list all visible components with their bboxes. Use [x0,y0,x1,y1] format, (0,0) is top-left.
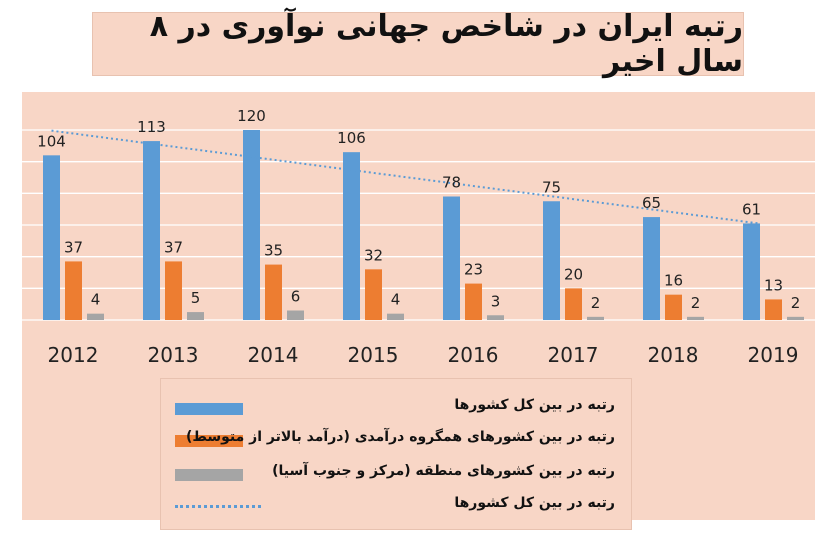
label-income-group: 23 [464,261,483,279]
x-axis: 2012 2013 2014 2015 2016 2017 2018 2019 [48,343,799,367]
bar-income-group [365,269,382,320]
x-tick-label: 2012 [48,343,99,367]
label-region: 4 [391,291,401,309]
bar-region [287,310,304,320]
legend-swatch-gray [175,469,243,481]
bar-total [643,217,660,320]
label-total: 75 [542,178,561,196]
data-labels: 1043741133751203561063247823375202651626… [37,107,800,312]
label-income-group: 37 [164,238,183,256]
label-income-group: 32 [364,246,383,264]
x-tick-label: 2013 [148,343,199,367]
bar-income-group [165,261,182,320]
label-total: 120 [237,107,266,125]
trendline [51,129,760,225]
legend-swatch-blue [175,403,243,415]
label-total: 104 [37,132,66,150]
chart-title: رتبه ایران در شاخص جهانی نوآوری در ۸ سال… [149,9,743,79]
bar-region [387,313,404,320]
legend-item-region: رتبه در بین کشورهای منطقه (مرکز و جنوب آ… [161,461,631,485]
legend-label-income-group: رتبه در بین کشورهای همگروه درآمدی (درآمد… [185,429,615,445]
label-income-group: 35 [264,242,283,260]
bar-total [143,141,160,320]
bar-income-group [65,261,82,320]
bar-income-group [565,288,582,320]
bar-income-group [665,294,682,320]
title-box: رتبه ایران در شاخص جهانی نوآوری در ۸ سال… [92,9,744,79]
x-tick-label: 2016 [448,343,499,367]
bar-total [443,196,460,320]
bar-total [243,130,260,320]
label-income-group: 16 [664,272,683,290]
bar-income-group [265,264,282,320]
x-tick-label: 2019 [748,343,799,367]
bar-region [687,316,704,320]
x-tick-label: 2017 [548,343,599,367]
x-tick-label: 2014 [248,343,299,367]
bar-income-group [765,299,782,320]
bar-total [43,155,60,320]
bar-income-group [465,283,482,320]
legend: رتبه در بین کل کشورها رتبه در بین کشورها… [160,378,632,530]
label-region: 2 [691,294,701,312]
legend-item-trendline: رتبه در بین کل کشورها [161,493,631,517]
legend-label-region: رتبه در بین کشورهای منطقه (مرکز و جنوب آ… [272,463,615,479]
bar-region [87,313,104,320]
label-region: 2 [791,294,801,312]
bar-total [743,223,760,320]
label-region: 4 [91,291,101,309]
bar-region [487,315,504,320]
legend-label-trendline: رتبه در بین کل کشورها [454,495,615,511]
label-region: 6 [291,288,301,306]
legend-item-income-group: رتبه در بین کشورهای همگروه درآمدی (درآمد… [161,427,631,451]
label-income-group: 13 [764,276,783,294]
label-total: 61 [742,200,761,218]
label-total: 78 [442,174,461,192]
legend-swatch-orange [175,435,243,447]
x-tick-label: 2015 [348,343,399,367]
label-total: 113 [137,118,166,136]
label-region: 5 [191,289,201,307]
legend-item-total: رتبه در بین کل کشورها [161,395,631,419]
label-income-group: 37 [64,238,83,256]
bar-region [787,316,804,320]
legend-swatch-dotted [175,505,261,508]
bar-total [343,152,360,320]
x-tick-label: 2018 [648,343,699,367]
label-region: 3 [491,292,501,310]
trendline-layer [51,129,760,225]
label-total: 106 [337,129,366,147]
bar-region [187,312,204,320]
bars [43,130,804,320]
label-income-group: 20 [564,265,583,283]
label-total: 65 [642,194,661,212]
label-region: 2 [591,294,601,312]
legend-label-total: رتبه در بین کل کشورها [454,397,615,413]
bar-region [587,316,604,320]
bar-total [543,201,560,320]
